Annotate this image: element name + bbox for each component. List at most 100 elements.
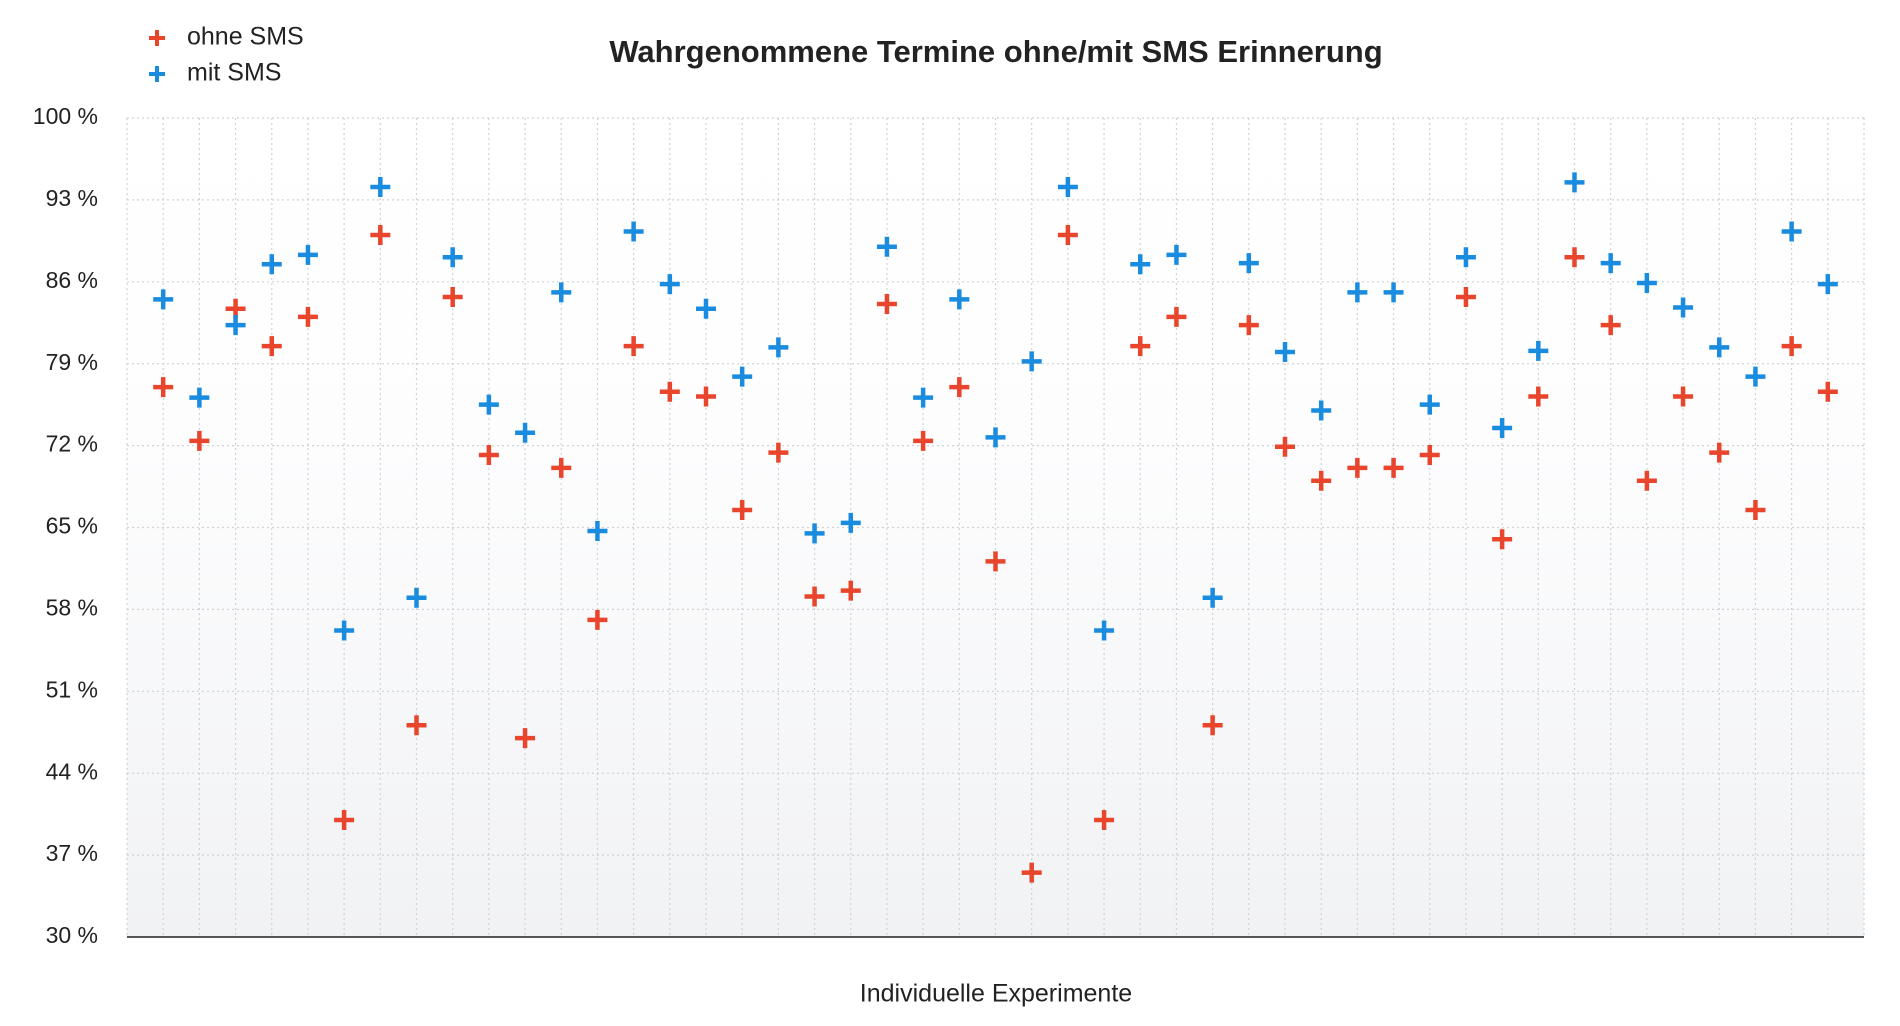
point [1166,244,1187,265]
legend-label: mit SMS [187,59,281,87]
point [949,289,970,310]
point [1021,862,1042,883]
point [442,247,463,268]
point [1275,436,1295,457]
point [1528,386,1549,407]
point [1202,587,1223,608]
point [1275,342,1295,362]
point [334,810,355,830]
y-tick-label: 100 % [33,103,98,129]
point [985,427,1006,448]
y-tick-label: 79 % [46,349,98,375]
point [1745,366,1766,387]
point [297,306,318,327]
point [1492,529,1513,550]
point [1709,337,1730,358]
point [515,728,536,749]
point [1238,315,1259,336]
point [551,457,572,478]
point [189,387,210,408]
point [1455,287,1476,308]
y-tick-label: 30 % [46,922,98,948]
point [1636,470,1657,491]
point [659,274,680,295]
point [225,315,246,336]
point [696,298,716,319]
y-tick-label: 86 % [46,267,98,293]
point [1455,247,1476,268]
point [768,337,789,358]
point [1166,306,1187,327]
point [1419,444,1440,465]
point [985,551,1006,572]
point [1057,225,1078,245]
point [623,221,644,242]
point [1781,221,1802,242]
legend-label: ohne SMS [187,23,304,51]
point [406,715,427,736]
point [659,381,680,402]
point [1673,386,1694,407]
point [442,287,463,308]
point [949,377,970,398]
point [1311,400,1332,421]
point [1492,418,1513,439]
point [1419,394,1440,415]
point [913,430,934,451]
point [1709,442,1730,463]
point [1383,457,1404,478]
point [406,587,427,608]
point [261,254,282,275]
y-tick-label: 72 % [46,431,98,457]
point [1202,715,1223,736]
point [1094,810,1115,830]
point [732,499,753,520]
legend-marker [149,66,165,82]
y-tick-label: 44 % [46,758,98,784]
point [1347,282,1368,303]
point [1347,457,1368,478]
chart-title: Wahrgenommene Termine ohne/mit SMS Erinn… [609,34,1382,69]
y-tick-label: 37 % [46,840,98,866]
point [587,521,608,542]
point [732,366,753,387]
point [804,586,825,607]
point [876,236,897,257]
point [840,580,861,601]
point [1057,177,1078,198]
y-tick-label: 51 % [46,676,98,702]
point [478,394,499,415]
x-axis-label: Individuelle Experimente [860,980,1132,1008]
point [153,289,174,310]
point [370,225,391,245]
point [696,386,716,407]
point [1130,254,1151,275]
point [1021,351,1042,372]
point [189,430,210,451]
point [1817,381,1838,402]
point [1600,315,1621,336]
y-tick-label: 58 % [46,594,98,620]
legend-marker [149,30,165,46]
point [913,387,934,408]
point [334,620,355,641]
point [587,609,608,630]
point [297,244,318,265]
point [804,523,825,544]
point [1383,282,1404,303]
point [1636,272,1657,293]
point [1094,620,1115,641]
point [1781,336,1802,357]
point [1528,340,1549,361]
point [1564,247,1585,268]
point [1817,274,1838,295]
point [623,336,644,357]
point [876,294,897,315]
point [370,177,391,198]
y-tick-label: 93 % [46,185,98,211]
point [551,282,572,303]
point [1238,253,1259,274]
point [478,444,499,465]
point [1673,297,1694,318]
point [515,422,536,443]
